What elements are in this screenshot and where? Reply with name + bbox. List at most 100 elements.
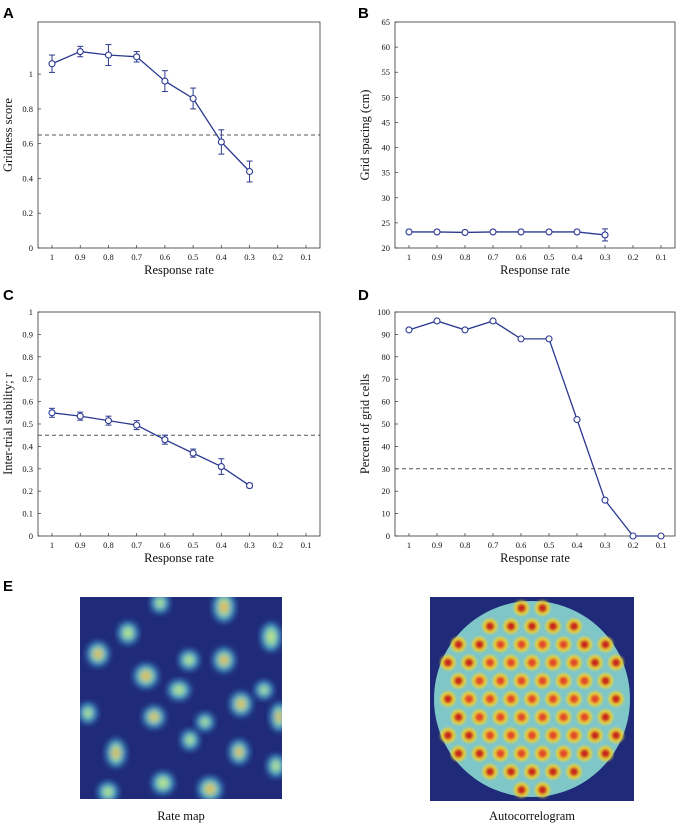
- data-point: [461, 326, 469, 334]
- rate-field: [198, 777, 222, 799]
- autocorrelation-peak: [535, 709, 550, 725]
- data-point: [217, 138, 225, 146]
- x-axis-label: Response rate: [144, 263, 214, 277]
- autocorrelation-peak: [440, 655, 456, 671]
- x-tick-label: 0.2: [628, 540, 639, 550]
- rate-field: [80, 703, 97, 723]
- autocorrelation-peak: [472, 709, 487, 725]
- y-axis-label: Percent of grid cells: [358, 374, 372, 474]
- rate-map-image: [80, 597, 282, 799]
- axes-frame: [394, 21, 676, 249]
- autocorrelation-peak: [587, 727, 603, 743]
- series-line: [409, 231, 606, 236]
- autocorrelation-peak: [482, 618, 498, 634]
- autocorrelation-peak: [608, 655, 624, 671]
- y-tick-label: 0.4: [22, 441, 33, 451]
- data-point: [517, 228, 525, 236]
- autocorrelation-peak: [577, 636, 592, 652]
- autocorrelation-peak: [545, 655, 561, 671]
- y-tick-label: 0.2: [22, 486, 33, 496]
- y-tick-label: 0.6: [22, 139, 33, 149]
- series-line: [408, 320, 661, 537]
- y-tick-label: 20: [382, 243, 391, 253]
- x-tick-label: 0.7: [131, 540, 142, 550]
- data-point: [217, 463, 225, 471]
- autocorrelation-peak: [451, 636, 466, 652]
- x-tick-label: 1: [407, 252, 411, 262]
- autocorrelation-peak: [493, 636, 508, 652]
- y-tick-label: 0.3: [22, 464, 33, 474]
- chart-inter-trial-stability: 1 0.9 0.8 0.7 0.6 0.5 0.4 0.3 0.2 0.1 0 0.1 0.2 0.3 0.…: [1, 307, 321, 565]
- autocorrelation-peak: [556, 709, 571, 725]
- y-tick-label: 0.2: [22, 208, 33, 218]
- x-tick-label: 0.4: [572, 540, 583, 550]
- autocorrelation-peak: [482, 655, 498, 671]
- autocorrelation-peak: [545, 764, 561, 780]
- x-tick-label: 0.3: [244, 252, 255, 262]
- y-tick-label: 50: [382, 419, 391, 429]
- y-tick-label: 90: [382, 329, 391, 339]
- x-tick-label: 0.2: [272, 252, 283, 262]
- y-tick-label: 35: [382, 168, 391, 178]
- x-tick-label: 0.5: [544, 540, 555, 550]
- autocorrelation-peak: [503, 618, 519, 634]
- data-point: [405, 326, 413, 334]
- autocorrelation-peak: [587, 655, 603, 671]
- chart-gridness-score: 1 0.9 0.8 0.7 0.6 0.5 0.4 0.3 0.2 0.1 0 0.2 0.4 0.6 0.…: [1, 21, 321, 277]
- x-tick-label: 1: [50, 252, 54, 262]
- data-point: [161, 77, 169, 85]
- autocorrelation-peak: [524, 618, 540, 634]
- rate-field: [261, 623, 281, 651]
- x-tick-label: 0.8: [460, 540, 471, 550]
- x-tick-label: 0.9: [75, 540, 86, 550]
- y-axis-label: Grid spacing (cm): [358, 90, 372, 181]
- x-tick-label: 0.2: [272, 540, 283, 550]
- data-point: [189, 449, 197, 457]
- autocorrelation-peak: [577, 709, 592, 725]
- y-tick-label: 1: [29, 69, 33, 79]
- panel-label-e: E: [3, 578, 13, 595]
- autocorrelation-peak: [493, 673, 508, 689]
- x-tick-label: 0.1: [656, 252, 667, 262]
- x-axis-label: Response rate: [500, 551, 570, 565]
- autocorrelogram-image: [430, 597, 634, 801]
- x-tick-label: 0.4: [216, 252, 227, 262]
- data-point: [104, 51, 112, 59]
- x-tick-label: 0.7: [488, 540, 499, 550]
- y-tick-label: 10: [382, 509, 391, 519]
- data-point: [433, 228, 441, 236]
- autocorrelation-peak: [461, 727, 477, 743]
- autocorrelation-peak: [545, 727, 561, 743]
- y-tick-label: 80: [382, 352, 391, 362]
- autocorrelation-peak: [461, 691, 477, 707]
- y-tick-label: 60: [382, 397, 391, 407]
- autocorrelation-peak: [482, 691, 498, 707]
- panel-label-b: B: [358, 5, 369, 22]
- autocorrelation-peak: [535, 600, 550, 616]
- y-tick-label: 30: [382, 193, 391, 203]
- y-tick-label: 0: [29, 531, 33, 541]
- x-tick-label: 0.1: [301, 540, 312, 550]
- autocorrelation-peak: [493, 709, 508, 725]
- data-point: [76, 412, 84, 420]
- y-tick-label: 0.7: [22, 374, 33, 384]
- autocorrelation-peak: [493, 746, 508, 762]
- y-tick-label: 65: [382, 17, 391, 27]
- axes-frame: [37, 311, 321, 537]
- x-axis-label: Response rate: [500, 263, 570, 277]
- y-tick-label: 25: [382, 218, 391, 228]
- rate-field: [181, 730, 199, 750]
- rate-field: [98, 782, 118, 799]
- autocorrelation-peak: [535, 782, 550, 798]
- panel-label-c: C: [3, 287, 14, 304]
- rate-field: [270, 703, 282, 731]
- y-tick-label: 60: [382, 42, 391, 52]
- x-tick-label: 0.3: [600, 540, 611, 550]
- data-point: [573, 415, 581, 424]
- rate-field: [87, 642, 109, 666]
- y-tick-label: 0.6: [22, 397, 33, 407]
- x-tick-label: 0.5: [544, 252, 555, 262]
- autocorrelation-peak: [524, 691, 540, 707]
- x-tick-label: 0.8: [103, 540, 114, 550]
- autocorrelation-peak: [535, 673, 550, 689]
